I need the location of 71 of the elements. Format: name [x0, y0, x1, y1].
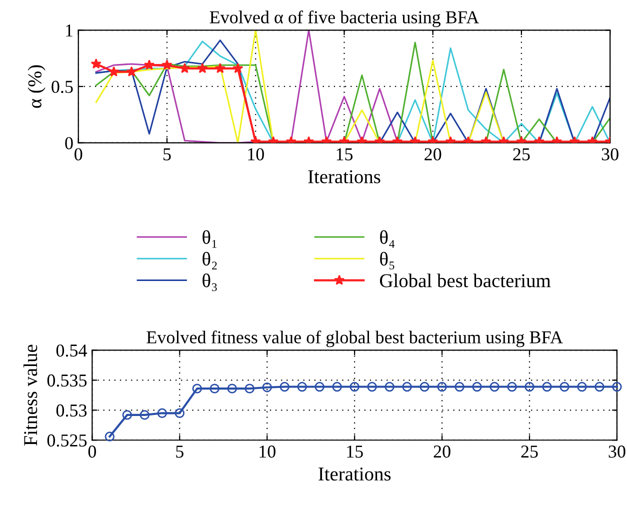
point — [402, 382, 412, 392]
x-tick-label: 15 — [347, 446, 363, 458]
legend-label: Global best bacterium — [380, 274, 551, 288]
point — [314, 382, 324, 392]
point — [104, 432, 115, 442]
legend-label: θ₃ — [202, 273, 217, 292]
point — [122, 410, 132, 420]
x-tick-label: 0 — [88, 446, 96, 458]
point — [367, 382, 377, 392]
point — [144, 60, 155, 70]
point — [454, 382, 464, 392]
point — [594, 382, 604, 392]
x-tick-label: 20 — [434, 446, 450, 458]
y-axis-title: Fitness value — [23, 344, 38, 446]
point — [437, 382, 447, 392]
x-tick-label: 30 — [602, 148, 618, 160]
point — [384, 382, 394, 392]
y-tick-label: 0.525 — [47, 434, 87, 447]
x-tick-label: 5 — [164, 148, 171, 160]
point — [524, 382, 534, 392]
point — [179, 62, 190, 74]
point — [332, 382, 342, 392]
legend-label: θ₄ — [380, 230, 395, 248]
point — [490, 382, 500, 392]
legend-label: θ₂ — [202, 252, 217, 270]
point — [612, 382, 622, 392]
x-tick-label: 30 — [608, 446, 626, 458]
point — [174, 408, 184, 418]
y-tick-label: 1 — [66, 24, 72, 36]
point — [280, 382, 290, 392]
point — [262, 382, 272, 392]
point — [472, 382, 482, 392]
y-tick-label: 0 — [65, 137, 73, 150]
point — [350, 382, 360, 392]
point — [244, 384, 254, 394]
chart-title: Evolved α of five bacteria using BFA — [210, 10, 480, 28]
x-tick-label: 20 — [424, 148, 442, 160]
point — [420, 382, 430, 392]
y-tick-label: 0.54 — [56, 344, 88, 357]
x-tick-label: 10 — [260, 446, 276, 458]
legend-label: θ₅ — [380, 252, 394, 270]
y-tick-label: 0.53 — [56, 404, 87, 417]
y-tick-label: 0.5 — [52, 80, 73, 94]
point — [162, 60, 172, 70]
y-tick-label: 0.535 — [47, 374, 87, 387]
x-axis-title: Iterations — [308, 170, 380, 184]
point — [297, 382, 307, 392]
point — [192, 384, 202, 394]
legend-label: θ₁ — [202, 230, 216, 248]
point — [214, 62, 226, 74]
y-axis-title: α (%) — [28, 65, 46, 108]
point — [560, 382, 570, 392]
x-tick-label: 25 — [513, 148, 530, 160]
point — [507, 382, 517, 392]
x-axis-title: Iterations — [318, 468, 391, 481]
point — [90, 58, 102, 69]
point — [197, 62, 208, 74]
x-tick-label: 5 — [176, 446, 184, 458]
point — [210, 384, 220, 394]
x-tick-label: 10 — [248, 148, 264, 160]
point — [157, 408, 168, 418]
point — [542, 382, 552, 392]
point — [126, 66, 137, 76]
point — [577, 382, 587, 392]
x-tick-label: 25 — [521, 446, 538, 458]
chart-title: Evolved fitness value of global best bacterium using BFA — [146, 330, 563, 348]
point — [232, 62, 244, 74]
point — [140, 410, 150, 420]
point — [227, 384, 237, 394]
x-tick-label: 15 — [336, 148, 353, 160]
point — [108, 66, 120, 76]
